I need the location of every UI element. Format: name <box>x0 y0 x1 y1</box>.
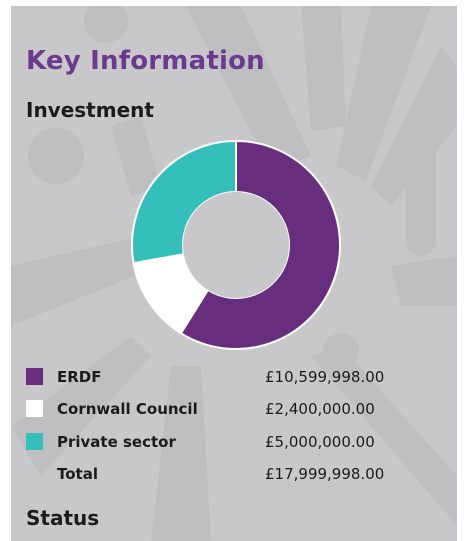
status-heading: Status <box>26 506 100 530</box>
legend-label: ERDF <box>57 368 102 386</box>
legend-row-total: Total £17,999,998.00 <box>26 463 446 485</box>
page-title: Key Information <box>26 46 265 76</box>
legend-label: Total <box>57 465 98 483</box>
legend-value: £5,000,000.00 <box>265 433 375 451</box>
legend-row-private-sector: Private sector £5,000,000.00 <box>26 431 446 453</box>
legend-label: Cornwall Council <box>57 400 198 418</box>
legend-value: £17,999,998.00 <box>265 465 385 483</box>
legend-label: Private sector <box>57 433 176 451</box>
legend-row-erdf: ERDF £10,599,998.00 <box>26 366 446 388</box>
background-sunburst-pattern <box>11 6 457 541</box>
legend-value: £10,599,998.00 <box>265 368 385 386</box>
erdf-swatch <box>26 368 43 385</box>
private-sector-swatch <box>26 433 43 450</box>
key-information-panel: Key Information Investment ERDF £10,599,… <box>11 6 457 541</box>
legend-value: £2,400,000.00 <box>265 400 375 418</box>
cornwall-council-swatch <box>26 400 43 417</box>
legend-row-cornwall-council: Cornwall Council £2,400,000.00 <box>26 398 446 420</box>
investment-heading: Investment <box>26 98 154 122</box>
investment-donut-chart <box>131 139 341 350</box>
donut-hole <box>183 192 289 298</box>
